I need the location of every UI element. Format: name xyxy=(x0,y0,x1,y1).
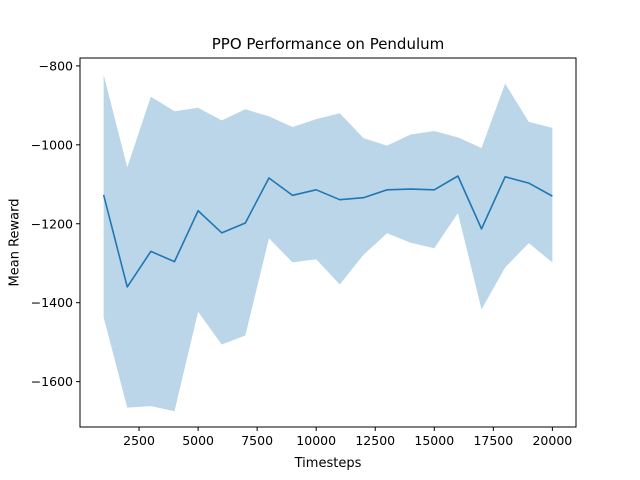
y-axis-label: Mean Reward xyxy=(8,199,23,287)
confidence-band-0 xyxy=(103,74,553,412)
x-tick-label: 17500 xyxy=(473,433,513,448)
plot-area xyxy=(80,58,576,427)
x-axis: 2500 5000 7500 10000 12500 15000 17500 20000 xyxy=(123,427,572,448)
x-tick-label: 7500 xyxy=(241,433,273,448)
y-tick-label: −1600 xyxy=(31,374,73,389)
plot-frame xyxy=(79,57,577,428)
x-tick-label: 10000 xyxy=(296,433,336,448)
y-tick-label: −1000 xyxy=(31,137,73,152)
confidence-bands xyxy=(103,74,553,412)
x-tick-label: 15000 xyxy=(414,433,454,448)
x-tick-label: 20000 xyxy=(532,433,572,448)
y-tick-label: −1200 xyxy=(31,216,73,231)
y-tick-label: −800 xyxy=(39,58,73,73)
x-tick-label: 2500 xyxy=(123,433,155,448)
chart-title: PPO Performance on Pendulum xyxy=(212,35,445,53)
y-tick-label: −1400 xyxy=(31,295,73,310)
x-axis-label: Timesteps xyxy=(294,456,362,471)
y-axis: −1600 −1400 −1200 −1000 −800 xyxy=(31,58,80,389)
series-line-0 xyxy=(102,175,553,288)
x-tick-label: 5000 xyxy=(182,433,214,448)
series-lines xyxy=(102,175,553,288)
x-tick-label: 12500 xyxy=(355,433,395,448)
